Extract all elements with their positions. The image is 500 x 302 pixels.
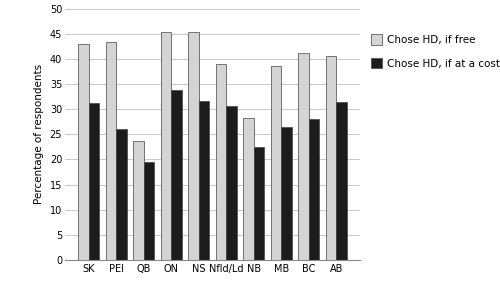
Bar: [188, 32, 199, 260]
Bar: [134, 141, 144, 260]
Bar: [144, 162, 154, 260]
Bar: [308, 119, 319, 260]
Y-axis label: Percentage of respondents: Percentage of respondents: [34, 64, 44, 204]
Bar: [216, 64, 226, 260]
Bar: [281, 127, 291, 260]
Bar: [78, 44, 89, 260]
Bar: [326, 56, 336, 260]
Bar: [244, 118, 254, 260]
Bar: [254, 147, 264, 260]
Bar: [336, 102, 346, 260]
Legend: Chose HD, if free, Chose HD, if at a cost: Chose HD, if free, Chose HD, if at a cos…: [371, 34, 500, 69]
Bar: [199, 101, 209, 260]
Bar: [106, 42, 117, 260]
Bar: [298, 53, 308, 260]
Bar: [161, 32, 172, 260]
Bar: [271, 66, 281, 260]
Bar: [172, 90, 181, 260]
Bar: [116, 129, 127, 260]
Bar: [89, 103, 100, 260]
Bar: [226, 106, 236, 260]
